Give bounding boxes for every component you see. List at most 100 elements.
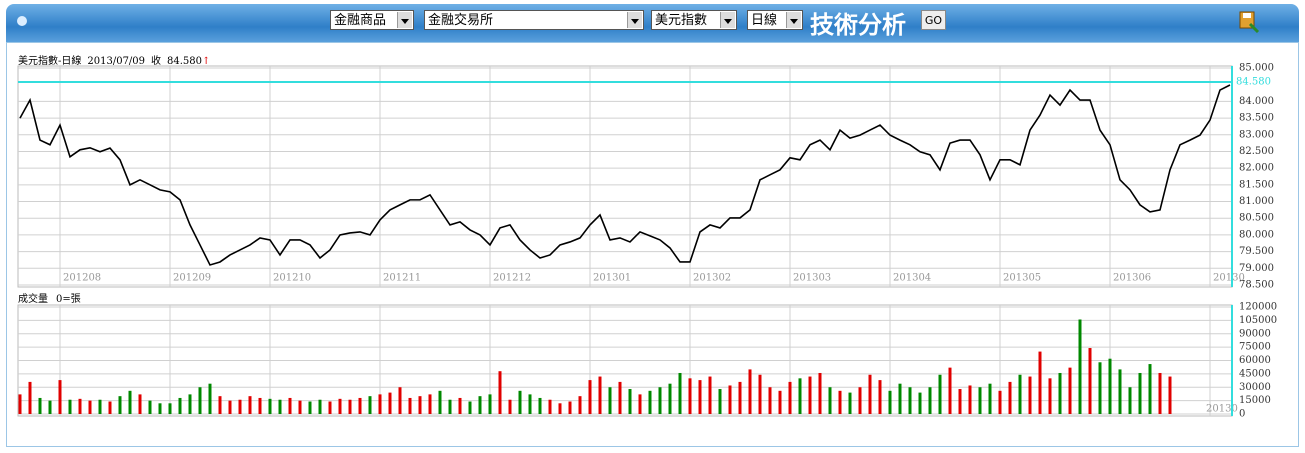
export-icon[interactable] [1238, 10, 1262, 34]
select-symbol[interactable]: 美元指數 [651, 10, 737, 30]
y-tick-label: 83.000 [1239, 129, 1274, 140]
volume-bar [158, 403, 162, 414]
price-line [19, 84, 1231, 266]
date: 2013/07/09 [87, 56, 145, 67]
y-tick-label: 45000 [1239, 368, 1271, 379]
select-text: 金融商品 [334, 13, 387, 28]
select-exchange[interactable]: 金融交易所 [424, 10, 644, 30]
y-tick-label: 15000 [1239, 395, 1271, 406]
volume-bar [698, 380, 702, 414]
volume-bar [48, 400, 52, 414]
volume-bar [978, 387, 982, 414]
volume-bar [498, 371, 502, 414]
volume-bar [658, 387, 662, 414]
x-tick-label: 20130 [1206, 404, 1238, 415]
volume-bar [848, 392, 852, 414]
volume-bar [1168, 376, 1172, 414]
volume-bar [908, 387, 912, 414]
select-text: 金融交易所 [428, 13, 494, 28]
volume-bar [1128, 387, 1132, 414]
volume-bar [128, 390, 132, 414]
x-tick-label: 201208 [63, 273, 101, 284]
volume-unit: 0=張 [56, 293, 81, 305]
y-tick-label: 82.000 [1239, 163, 1274, 174]
y-tick-label: 83.500 [1239, 113, 1274, 124]
volume-bar [368, 396, 372, 414]
volume-bar [948, 367, 952, 414]
volume-bar [398, 387, 402, 414]
volume-bar [898, 383, 902, 414]
volume-bar [378, 394, 382, 414]
volume-bar [838, 390, 842, 414]
volume-bar [648, 390, 652, 414]
y-tick-label: 0 [1239, 409, 1245, 420]
volume-bar [758, 374, 762, 414]
volume-bar [808, 376, 812, 414]
volume-title: 成交量 0=張 [18, 292, 81, 305]
volume-bar [438, 390, 442, 414]
y-tick-label: 85.000 [1239, 63, 1274, 74]
x-tick-label: 201304 [893, 273, 931, 284]
volume-bar [448, 399, 452, 414]
x-tick-label: 201302 [693, 273, 731, 284]
volume-bar [1088, 348, 1092, 414]
symbol: 美元指數-日線 [18, 54, 81, 67]
volume-bar [958, 389, 962, 414]
y-tick-label: 81.000 [1239, 196, 1274, 207]
volume-bar [108, 401, 112, 414]
volume-bar [38, 397, 42, 414]
y-tick-label: 79.000 [1239, 263, 1274, 274]
volume-bar [818, 372, 822, 414]
volume-bar [1148, 364, 1152, 414]
volume-bar [628, 389, 632, 414]
y-tick-label: 82.500 [1239, 146, 1274, 157]
volume-bar [1138, 372, 1142, 414]
volume-bar [268, 398, 272, 414]
volume-bar [278, 399, 282, 414]
x-tick-label: 201306 [1113, 273, 1151, 284]
volume-bar [508, 399, 512, 414]
volume-bar [768, 387, 772, 414]
volume-bar [318, 399, 322, 414]
select-product[interactable]: 金融商品 [330, 10, 414, 30]
volume-bar [858, 387, 862, 414]
y-tick-label: 84.000 [1239, 96, 1274, 107]
volume-bar [258, 397, 262, 414]
volume-bar [168, 403, 172, 414]
go-button[interactable]: GO [921, 10, 946, 30]
volume-bar [28, 381, 32, 414]
volume-bar [18, 394, 22, 414]
volume-bar [328, 401, 332, 414]
volume-bar [68, 399, 72, 414]
volume-bar [228, 400, 232, 414]
volume-bar [1098, 362, 1102, 414]
volume-bar [618, 381, 622, 414]
volume-bar [668, 383, 672, 414]
volume-bar [58, 380, 62, 414]
y-tick-label: 90000 [1239, 328, 1271, 339]
volume-bar [588, 380, 592, 414]
volume-bar [718, 389, 722, 414]
volume-bar [1048, 378, 1052, 414]
close-axis-label: 84.580 [1236, 77, 1271, 88]
volume-bar [578, 396, 582, 414]
volume-bar [828, 387, 832, 414]
y-tick-label: 30000 [1239, 382, 1271, 393]
volume-bar [528, 394, 532, 414]
select-period[interactable]: 日線 [747, 10, 803, 30]
volume-bar [418, 396, 422, 414]
y-tick-label: 120000 [1239, 302, 1277, 313]
volume-bar [798, 378, 802, 414]
volume-bar [178, 397, 182, 414]
close-text: 收 [151, 54, 161, 67]
volume-bar [478, 396, 482, 414]
dot [17, 16, 27, 26]
volume-bar [778, 390, 782, 414]
select-text: 日線 [751, 13, 778, 28]
volume-bar [1158, 372, 1162, 414]
y-tick-label: 80.000 [1239, 229, 1274, 240]
volume-bar [1108, 358, 1112, 414]
y-tick-label: 80.500 [1239, 213, 1274, 224]
x-tick-label: 201303 [793, 273, 831, 284]
